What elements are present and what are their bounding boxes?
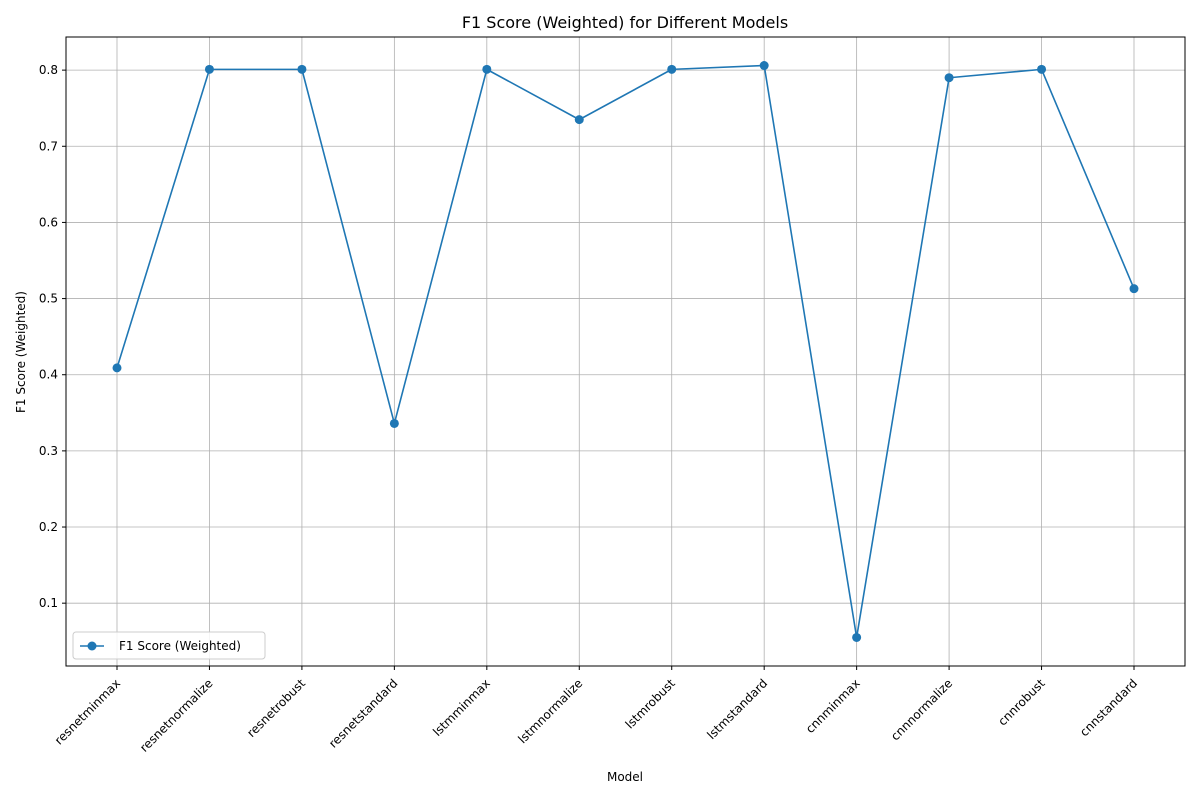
grid-layer: [66, 37, 1185, 666]
y-tick-label: 0.6: [39, 215, 58, 229]
legend-box: [72, 631, 266, 660]
data-point: [389, 418, 399, 428]
data-point: [297, 64, 307, 74]
y-tick-label: 0.7: [39, 139, 58, 153]
data-point: [112, 363, 122, 373]
y-tick-label: 0.3: [39, 444, 58, 458]
data-point: [1129, 284, 1139, 294]
data-point: [574, 115, 584, 125]
y-tick-label: 0.8: [39, 63, 58, 77]
plot-area-frame: [65, 36, 1186, 667]
data-point: [667, 64, 677, 74]
series-line: [116, 64, 1135, 639]
data-point: [852, 632, 862, 642]
y-tick-label: 0.1: [39, 596, 58, 610]
legend-label: F1 Score (Weighted): [119, 639, 241, 653]
data-point: [944, 73, 954, 83]
y-tick-label: 0.5: [39, 292, 58, 306]
x-axis-label: Model: [607, 770, 643, 784]
series-layer: [112, 61, 1139, 642]
y-tick-label: 0.4: [39, 368, 58, 382]
legend: F1 Score (Weighted): [72, 631, 266, 660]
data-point: [482, 64, 492, 74]
data-point: [1037, 64, 1047, 74]
legend-marker-swatch: [87, 641, 97, 651]
y-axis-ticks: 0.1 0.2 0.3 0.4 0.5 0.6 0.7 0.8: [39, 63, 66, 610]
chart-title: F1 Score (Weighted) for Different Models: [462, 13, 788, 32]
y-axis-label: F1 Score (Weighted): [14, 291, 28, 413]
data-point: [759, 61, 769, 71]
y-tick-label: 0.2: [39, 520, 58, 534]
data-point: [204, 64, 214, 74]
